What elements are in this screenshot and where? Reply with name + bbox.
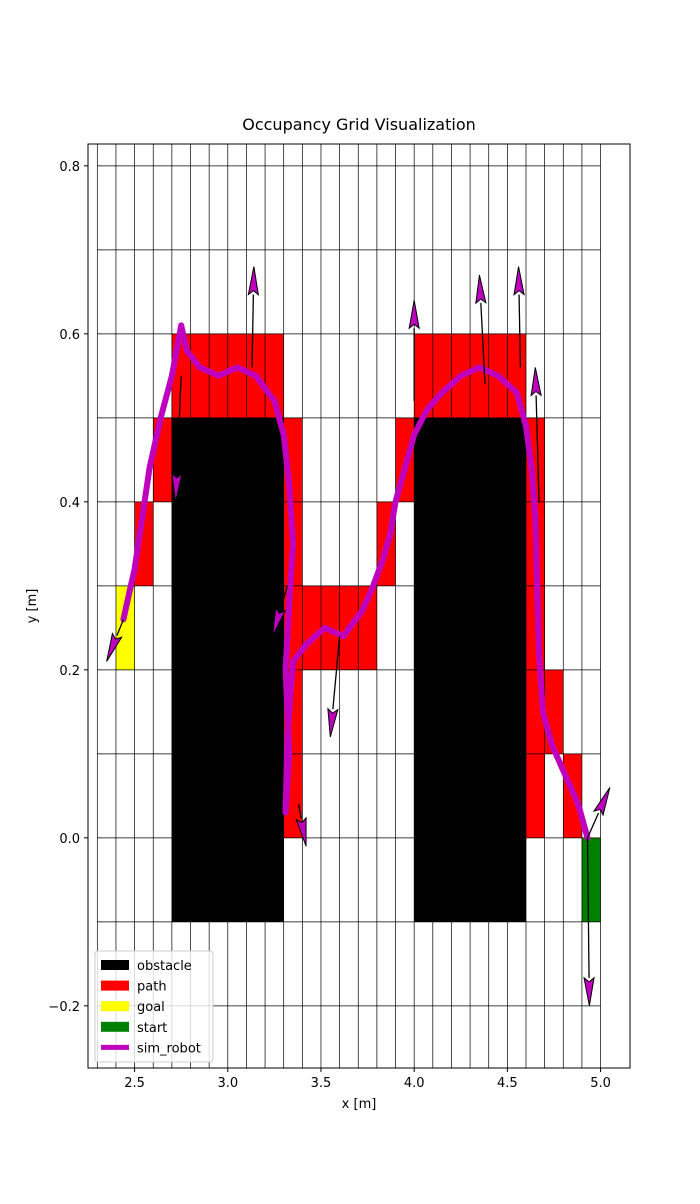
y-tick-label: 0.2 <box>59 664 80 679</box>
legend-label: goal <box>137 1000 165 1015</box>
arrow-shaft <box>535 395 540 502</box>
arrow-head <box>272 606 287 637</box>
legend-swatch <box>101 1021 129 1032</box>
chart-title: Occupancy Grid Visualization <box>242 115 476 134</box>
arrow-shaft <box>480 302 486 385</box>
legend-label: obstacle <box>137 959 192 974</box>
y-tick-label: 0.0 <box>59 832 80 847</box>
legend-label: path <box>137 980 167 995</box>
x-axis-label: x [m] <box>342 1097 377 1112</box>
orientation-arrow <box>408 300 420 402</box>
arrow-shaft <box>586 837 590 978</box>
x-tick-label: 4.5 <box>497 1076 518 1091</box>
arrow-head <box>295 816 307 847</box>
arrow-head <box>408 300 420 330</box>
x-tick-label: 2.5 <box>124 1076 145 1091</box>
legend-box <box>94 950 214 1063</box>
legend-label: sim_robot <box>137 1041 201 1056</box>
orientation-arrow <box>530 367 542 502</box>
arrow-head <box>592 787 611 817</box>
arrow-head <box>106 632 123 662</box>
orientation-arrow <box>327 636 341 738</box>
arrow-shaft <box>297 804 302 819</box>
arrow-shaft <box>518 294 522 368</box>
path-cell <box>525 417 545 838</box>
arrow-shaft <box>586 812 600 839</box>
x-tick-label: 3.0 <box>217 1076 238 1091</box>
axes-frame <box>87 143 631 1069</box>
orientation-arrow <box>586 787 611 839</box>
robot-trajectory <box>120 322 591 841</box>
orientation-arrow <box>475 274 487 385</box>
orientation-arrow <box>513 266 525 368</box>
arrow-shaft <box>332 636 341 710</box>
arrow-head <box>327 707 339 738</box>
arrow-head <box>247 266 260 296</box>
y-tick-label: −0.2 <box>48 1000 80 1015</box>
legend-swatch <box>101 960 129 970</box>
arrow-shaft <box>116 619 125 636</box>
y-axis-label: y [m] <box>25 589 40 624</box>
arrow-head <box>530 367 542 397</box>
legend-swatch <box>101 1001 129 1012</box>
arrow-head <box>583 976 595 1006</box>
y-tick-label: 0.4 <box>59 496 80 511</box>
x-tick-label: 5.0 <box>590 1076 611 1091</box>
orientation-arrow <box>171 375 183 502</box>
orientation-arrow <box>272 585 289 637</box>
start-cell <box>581 837 601 922</box>
orientation-arrow <box>583 837 595 1006</box>
plot-content <box>96 144 611 1068</box>
arrow-shaft <box>176 375 182 474</box>
goal-cell <box>115 585 135 670</box>
orientation-arrow <box>295 804 307 847</box>
arrow-shaft <box>279 585 289 610</box>
arrow-shaft <box>251 294 255 368</box>
arrow-head <box>171 472 183 502</box>
arrow-head <box>513 266 525 296</box>
x-tick-label: 3.5 <box>311 1076 332 1091</box>
orientation-arrow <box>106 619 125 662</box>
y-tick-label: 0.6 <box>59 328 80 343</box>
y-tick-label: 0.8 <box>59 160 80 175</box>
arrow-head <box>475 274 487 305</box>
legend-swatch <box>101 980 129 991</box>
legend-label: start <box>137 1021 167 1036</box>
x-tick-label: 4.0 <box>404 1076 425 1091</box>
orientation-arrow <box>247 266 260 368</box>
